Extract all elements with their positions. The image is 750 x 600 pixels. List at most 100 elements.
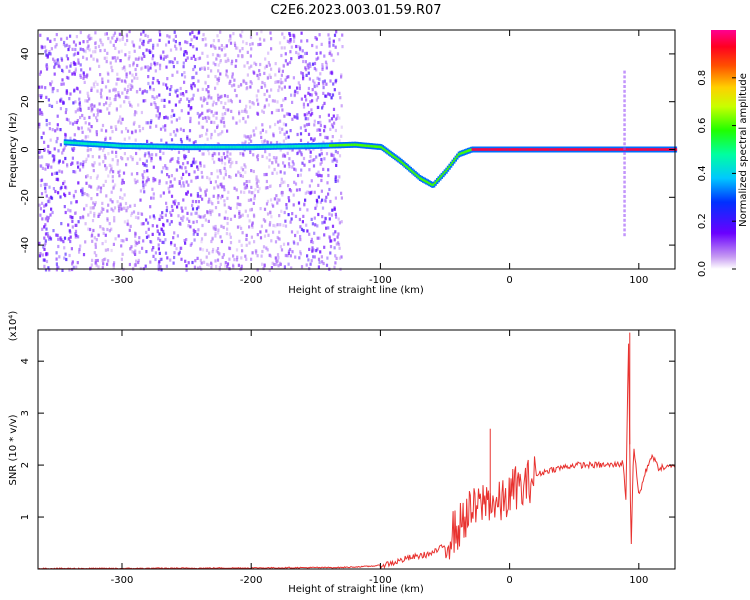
heatmap-noise-cell bbox=[263, 38, 266, 42]
heatmap-noise-cell bbox=[340, 125, 343, 129]
heatmap-noise-cell bbox=[306, 103, 310, 107]
heatmap-noise-cell bbox=[210, 200, 213, 204]
heatmap-noise-cell bbox=[332, 58, 335, 63]
heatmap-noise-cell bbox=[128, 71, 132, 75]
heatmap-noise-cell bbox=[115, 108, 118, 112]
heatmap-noise-cell bbox=[189, 43, 192, 47]
heatmap-noise-cell bbox=[213, 129, 217, 133]
heatmap-ridge-core bbox=[651, 148, 654, 151]
heatmap-noise-cell bbox=[107, 79, 110, 83]
heatmap-noise-cell bbox=[226, 75, 229, 79]
heatmap-ridge-core bbox=[206, 145, 209, 149]
heatmap-noise-cell bbox=[49, 138, 52, 142]
heatmap-noise-cell bbox=[132, 63, 135, 67]
heatmap-ridge-core bbox=[209, 145, 212, 149]
heatmap-noise-cell bbox=[129, 103, 132, 107]
heatmap-noise-cell bbox=[269, 125, 272, 129]
heatmap-noise-cell bbox=[142, 30, 145, 34]
heatmap-noise-cell bbox=[66, 163, 69, 167]
heatmap-noise-cell bbox=[168, 92, 171, 96]
heatmap-ridge-core bbox=[274, 145, 278, 148]
heatmap-noise-cell bbox=[334, 177, 337, 181]
heatmap-noise-cell bbox=[245, 110, 248, 114]
heatmap-noise-cell bbox=[198, 115, 201, 119]
heatmap-noise-cell bbox=[229, 235, 232, 239]
heatmap-noise-cell bbox=[223, 94, 227, 98]
heatmap-noise-cell bbox=[212, 247, 215, 252]
heatmap-noise-cell bbox=[113, 98, 116, 102]
heatmap-noise-cell bbox=[43, 140, 46, 144]
heatmap-noise-cell bbox=[68, 268, 71, 272]
heatmap-spike-cell bbox=[623, 161, 626, 165]
heatmap-noise-cell bbox=[168, 35, 171, 39]
heatmap-noise-cell bbox=[220, 101, 223, 105]
heatmap-noise-cell bbox=[88, 115, 91, 120]
heatmap-noise-cell bbox=[280, 104, 283, 108]
heatmap-noise-cell bbox=[152, 43, 155, 47]
heatmap-noise-cell bbox=[99, 49, 102, 53]
heatmap-ridge-core bbox=[499, 148, 502, 151]
heatmap-noise-cell bbox=[285, 203, 288, 207]
heatmap-noise-cell bbox=[152, 176, 155, 181]
heatmap-noise-cell bbox=[293, 93, 296, 98]
heatmap-noise-cell bbox=[99, 225, 102, 229]
heatmap-noise-cell bbox=[158, 181, 161, 185]
heatmap-noise-cell bbox=[202, 33, 205, 37]
heatmap-noise-cell bbox=[136, 172, 139, 176]
heatmap-ridge-core bbox=[118, 144, 121, 147]
heatmap-noise-cell bbox=[232, 263, 235, 267]
heatmap-noise-cell bbox=[63, 180, 66, 184]
heatmap-noise-cell bbox=[303, 202, 306, 206]
heatmap-ridge-core bbox=[414, 172, 417, 176]
heatmap-noise-cell bbox=[65, 75, 69, 80]
heatmap-spike-cell bbox=[623, 214, 626, 217]
heatmap-ridge-core bbox=[595, 148, 599, 151]
heatmap-noise-cell bbox=[299, 207, 302, 211]
heatmap-noise-cell bbox=[250, 207, 253, 211]
heatmap-noise-cell bbox=[170, 85, 173, 89]
heatmap-noise-cell bbox=[246, 214, 249, 218]
heatmap-noise-cell bbox=[175, 247, 178, 251]
heatmap-noise-cell bbox=[148, 39, 151, 43]
heatmap-noise-cell bbox=[226, 150, 229, 154]
heatmap-noise-cell bbox=[46, 144, 50, 148]
heatmap-noise-cell bbox=[77, 107, 80, 111]
heatmap-ridge-core bbox=[622, 148, 625, 151]
heatmap-noise-cell bbox=[281, 108, 284, 112]
heatmap-noise-cell bbox=[280, 248, 284, 252]
heatmap-ridge-core bbox=[445, 169, 448, 172]
heatmap-noise-cell bbox=[83, 75, 86, 79]
heatmap-noise-cell bbox=[246, 73, 249, 77]
heatmap-ridge-core bbox=[142, 145, 146, 148]
heatmap-noise-cell bbox=[255, 249, 258, 253]
heatmap-noise-cell bbox=[120, 257, 123, 261]
heatmap-noise-cell bbox=[287, 249, 291, 253]
heatmap-noise-cell bbox=[114, 97, 117, 102]
heatmap-noise-cell bbox=[205, 43, 208, 47]
heatmap-noise-cell bbox=[292, 33, 295, 37]
heatmap-noise-cell bbox=[167, 40, 170, 44]
heatmap-noise-cell bbox=[170, 204, 174, 209]
heatmap-noise-cell bbox=[192, 141, 195, 145]
heatmap-noise-cell bbox=[293, 167, 296, 171]
heatmap-noise-cell bbox=[179, 127, 182, 131]
heatmap-noise-cell bbox=[253, 61, 256, 65]
heatmap-noise-cell bbox=[88, 37, 91, 41]
heatmap-noise-cell bbox=[134, 232, 137, 236]
heatmap-noise-cell bbox=[333, 33, 337, 37]
heatmap-ridge-core bbox=[191, 145, 194, 149]
heatmap-noise-cell bbox=[267, 51, 270, 55]
heatmap-noise-cell bbox=[138, 129, 142, 133]
heatmap-noise-cell bbox=[251, 223, 254, 227]
heatmap-ridge-core bbox=[636, 148, 639, 151]
heatmap-noise-cell bbox=[229, 152, 232, 156]
heatmap-ridge-core bbox=[468, 149, 471, 152]
heatmap-noise-cell bbox=[257, 89, 260, 93]
heatmap-noise-cell bbox=[60, 58, 64, 62]
heatmap-noise-cell bbox=[157, 106, 160, 110]
heatmap-noise-cell bbox=[123, 206, 126, 210]
heatmap-noise-cell bbox=[166, 167, 169, 171]
heatmap-noise-cell bbox=[49, 39, 52, 43]
heatmap-noise-cell bbox=[111, 56, 114, 60]
heatmap-noise-cell bbox=[55, 268, 58, 272]
